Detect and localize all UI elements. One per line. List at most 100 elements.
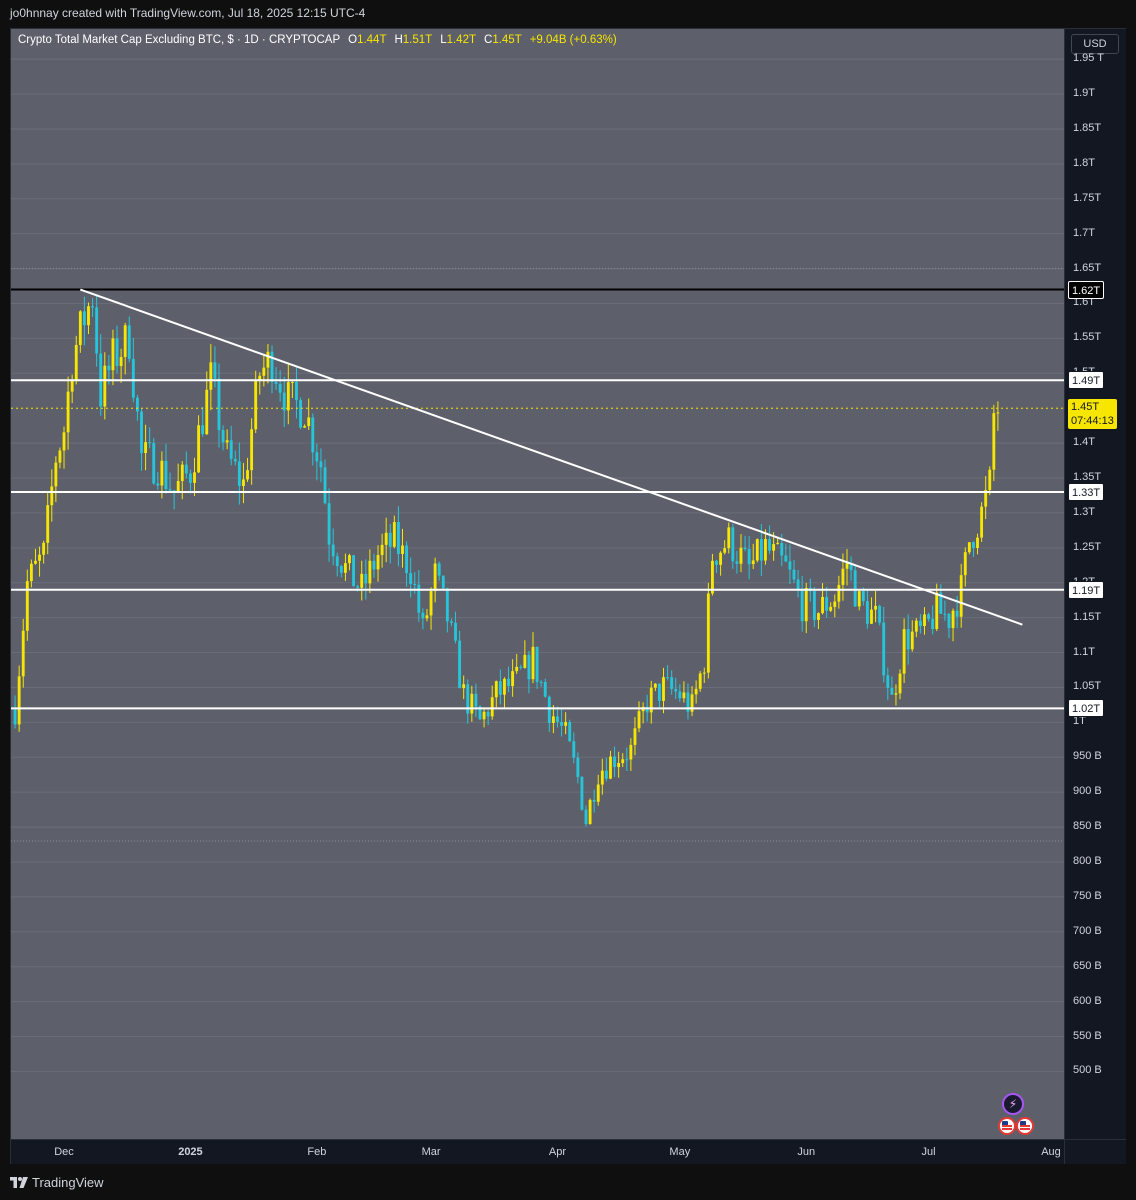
- candle-body: [95, 307, 99, 354]
- candle-body: [82, 311, 86, 326]
- price-tick-label: 1.35T: [1073, 471, 1102, 484]
- price-tick-label: 600 B: [1073, 994, 1102, 1007]
- candlestick-chart[interactable]: [11, 29, 1064, 1139]
- candle-body: [50, 486, 54, 506]
- candle-body: [184, 464, 188, 474]
- candle-body: [759, 539, 763, 561]
- candle-body: [821, 596, 824, 614]
- candle-body: [910, 631, 914, 650]
- candle-body: [755, 539, 759, 561]
- candle-body: [156, 483, 160, 486]
- candle-body: [837, 584, 841, 602]
- candle-body: [682, 692, 686, 699]
- candle-body: [890, 687, 894, 695]
- candle-body: [829, 606, 833, 611]
- descending-trendline: [79, 288, 1023, 626]
- candle-body: [107, 365, 111, 371]
- candle-body: [254, 380, 258, 430]
- time-tick-label: Dec: [54, 1146, 74, 1158]
- candle-body: [715, 560, 718, 565]
- symbol-legend: Crypto Total Market Cap Excluding BTC, $…: [18, 34, 617, 46]
- candle-body: [478, 706, 482, 720]
- candle-body: [458, 640, 462, 689]
- candle-body: [127, 325, 131, 359]
- candle-body: [290, 381, 294, 383]
- candle-body: [201, 425, 205, 435]
- candle-body: [258, 375, 262, 381]
- price-tick-label: 1.7T: [1073, 226, 1096, 239]
- us-flag-icon[interactable]: [1016, 1117, 1034, 1135]
- candle-body: [482, 711, 486, 720]
- candle-body: [666, 677, 670, 679]
- candle-body: [262, 367, 266, 376]
- candle-body: [58, 450, 62, 463]
- candle-body: [784, 555, 788, 562]
- price-tick-label: 900 B: [1073, 785, 1102, 798]
- us-flag-icon[interactable]: [998, 1117, 1016, 1135]
- candle-body: [523, 654, 527, 668]
- candle-body: [364, 573, 368, 584]
- candle-body: [556, 716, 559, 723]
- candle-body: [768, 539, 771, 551]
- candle-body: [160, 460, 164, 486]
- candle-body: [413, 583, 417, 585]
- candle-body: [980, 506, 984, 538]
- candle-body: [576, 757, 580, 777]
- low-label: L: [440, 34, 447, 46]
- event-markers[interactable]: ⚡: [995, 1091, 1039, 1135]
- candle-body: [91, 306, 94, 308]
- candle-body: [352, 555, 355, 587]
- candle-body: [46, 505, 50, 543]
- candle-body: [13, 708, 17, 725]
- candle-body: [384, 532, 388, 545]
- candle-body: [527, 654, 531, 680]
- lightning-icon[interactable]: ⚡: [1002, 1093, 1024, 1115]
- candle-body: [462, 684, 466, 689]
- candle-body: [645, 706, 649, 713]
- candle-body: [841, 568, 845, 585]
- candle-body: [894, 693, 898, 695]
- candle-body: [282, 392, 286, 411]
- candle-body: [445, 588, 449, 622]
- candle-body: [274, 381, 278, 384]
- candle-body: [315, 452, 319, 462]
- candle-body: [42, 542, 46, 555]
- author-credit: jo0hnnay created with TradingView.com, J…: [10, 6, 366, 20]
- candle-body: [988, 469, 992, 491]
- candle-body: [923, 614, 926, 627]
- currency-button[interactable]: USD: [1071, 34, 1119, 54]
- candle-body: [421, 612, 425, 619]
- open-value: 1.44T: [357, 34, 387, 46]
- candle-body: [878, 605, 882, 623]
- price-tick-label: 1.95 T: [1073, 52, 1104, 65]
- candle-body: [119, 357, 123, 367]
- level-price-tag: 1.49T: [1068, 371, 1105, 390]
- price-tick-label: 650 B: [1073, 959, 1102, 972]
- candle-body: [180, 464, 184, 481]
- time-tick-label: 2025: [178, 1146, 203, 1158]
- candle-body: [853, 570, 857, 607]
- candle-body: [657, 683, 661, 701]
- candle-body: [372, 560, 376, 570]
- price-tick-label: 700 B: [1073, 924, 1102, 937]
- price-axis[interactable]: USD 1.95 T 1.9T 1.85T 1.8T 1.75T 1.7T 1.65T 1.6…: [1064, 29, 1126, 1139]
- candle-body: [339, 566, 343, 573]
- time-tick-label: Jul: [921, 1146, 936, 1158]
- candle-body: [653, 683, 657, 688]
- candle-body: [25, 581, 29, 631]
- close-value: 1.45T: [492, 34, 522, 46]
- candle-body: [902, 629, 906, 674]
- candle-body: [833, 601, 837, 607]
- chart-plot-area[interactable]: Crypto Total Market Cap Excluding BTC, $…: [11, 29, 1064, 1139]
- candle-body: [311, 417, 315, 453]
- chart-window: Crypto Total Market Cap Excluding BTC, $…: [10, 28, 1126, 1165]
- candle-body: [984, 490, 988, 507]
- candle-body: [278, 383, 282, 393]
- candle-body: [914, 620, 918, 632]
- candle-body: [197, 425, 201, 473]
- live-price-value: 1.45T: [1071, 401, 1100, 414]
- candle-body: [511, 671, 515, 687]
- candle-body: [972, 542, 975, 548]
- candle-body: [307, 417, 311, 427]
- time-axis[interactable]: Dec 2025 Feb Mar Apr May Jun Jul Aug: [11, 1139, 1064, 1165]
